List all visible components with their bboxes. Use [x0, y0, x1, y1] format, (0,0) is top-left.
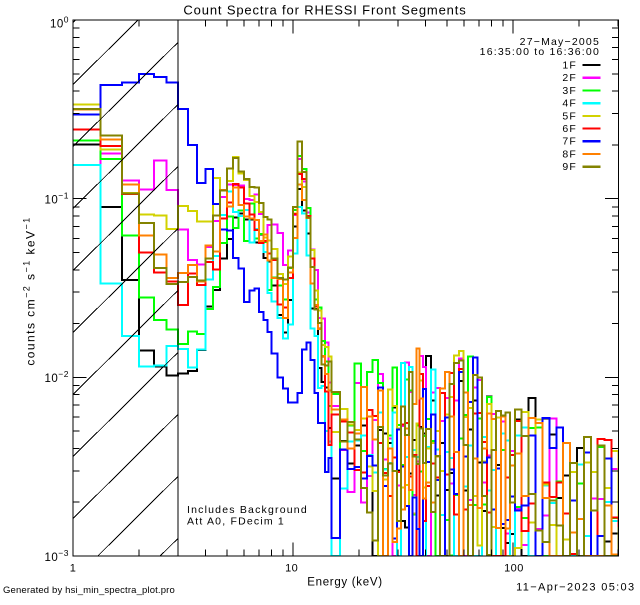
svg-text:Count Spectra for RHESSI Front: Count Spectra for RHESSI Front Segments	[183, 3, 466, 18]
svg-text:16:35:00 to 16:36:00: 16:35:00 to 16:36:00	[480, 46, 600, 58]
svg-text:3F: 3F	[562, 85, 577, 97]
svg-text:8F: 8F	[562, 148, 577, 160]
svg-text:Att A0, FDecim 1: Att A0, FDecim 1	[187, 516, 285, 528]
svg-text:Generated by hsi_min_spectra_p: Generated by hsi_min_spectra_plot.pro	[3, 585, 175, 596]
svg-text:6F: 6F	[562, 123, 577, 135]
svg-text:9F: 9F	[562, 161, 577, 173]
svg-text:1F: 1F	[562, 60, 577, 72]
svg-text:4F: 4F	[562, 98, 577, 110]
svg-text:counts cm−2 s−1 keV−1: counts cm−2 s−1 keV−1	[22, 216, 38, 365]
svg-text:1: 1	[70, 563, 77, 575]
svg-text:5F: 5F	[562, 110, 577, 122]
svg-text:11−Apr−2023 05:03: 11−Apr−2023 05:03	[516, 582, 635, 594]
svg-text:Energy (keV): Energy (keV)	[307, 577, 383, 589]
svg-text:7F: 7F	[562, 136, 577, 148]
svg-text:27−May−2005: 27−May−2005	[520, 36, 600, 48]
svg-text:Includes Background: Includes Background	[187, 504, 308, 516]
svg-text:100: 100	[504, 563, 524, 575]
svg-text:10: 10	[285, 563, 298, 575]
svg-text:2F: 2F	[562, 72, 577, 84]
